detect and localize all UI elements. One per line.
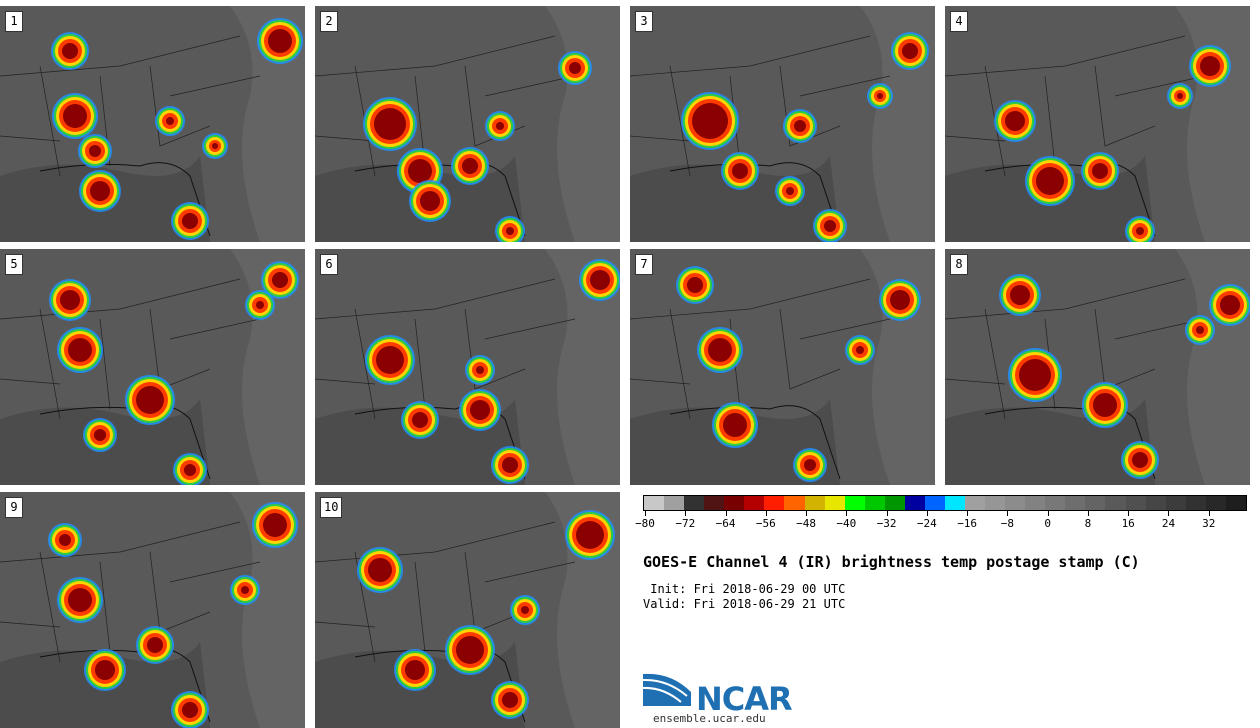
- panel-number-label: 4: [950, 11, 968, 32]
- panel-number-label: 5: [5, 254, 23, 275]
- colorbar-segment: [1085, 496, 1106, 510]
- colorbar-segment: [1105, 496, 1126, 510]
- colorbar-tick: [685, 511, 687, 516]
- colorbar-tick: [1168, 511, 1170, 516]
- ir-map: [0, 249, 305, 485]
- colorbar-segment: [724, 496, 745, 510]
- ncar-logo-icon: [643, 673, 691, 706]
- colorbar-segment: [1205, 496, 1226, 510]
- panel-number-label: 8: [950, 254, 968, 275]
- panel-number-label: 9: [5, 497, 23, 518]
- panel-number-label: 6: [320, 254, 338, 275]
- ir-map: [315, 6, 620, 242]
- colorbar-segment: [1125, 496, 1146, 510]
- colorbar-tick: [645, 511, 646, 516]
- panel-number-label: 2: [320, 11, 338, 32]
- colorbar-segment: [844, 496, 865, 510]
- colorbar-tick-label: 24: [1161, 517, 1176, 530]
- ir-map: [0, 6, 305, 242]
- colorbar-tick: [1087, 511, 1089, 516]
- colorbar-segment: [644, 496, 665, 510]
- colorbar-tick: [1047, 511, 1049, 516]
- colorbar-tick: [886, 511, 888, 516]
- colorbar-tick-label: −80: [635, 517, 655, 530]
- colorbar-segment: [1185, 496, 1206, 510]
- colorbar-tick-label: −24: [916, 517, 937, 530]
- colorbar-segment: [744, 496, 765, 510]
- panel-number-label: 10: [320, 497, 343, 518]
- ensemble-member-panel: 1: [0, 6, 305, 242]
- colorbar-ticks: −80 −72 −64 −56 −48 −40 −32 −24 −16 −8 0 8 16 24 32: [635, 511, 1247, 535]
- ir-map: [315, 249, 620, 485]
- colorbar-tick: [1007, 511, 1009, 516]
- colorbar-tick: [1128, 511, 1130, 516]
- ir-map: [945, 249, 1250, 485]
- colorbar-tick: [967, 511, 969, 516]
- colorbar: [643, 495, 1247, 511]
- ensemble-member-panel: 3: [630, 6, 935, 242]
- colorbar-tick: [1208, 511, 1210, 516]
- colorbar-segment: [1145, 496, 1166, 510]
- colorbar-segment: [864, 496, 885, 510]
- colorbar-segment: [924, 496, 945, 510]
- colorbar-tick: [806, 511, 808, 516]
- ir-map: [630, 6, 935, 242]
- colorbar-segment: [784, 496, 805, 510]
- ncar-url: ensemble.ucar.edu: [653, 712, 766, 725]
- ensemble-member-panel: 8: [945, 249, 1250, 485]
- colorbar-segment: [965, 496, 986, 510]
- colorbar-tick-label: −16: [957, 517, 978, 530]
- colorbar-segment: [1165, 496, 1186, 510]
- colorbar-tick-label: 16: [1121, 517, 1135, 530]
- ensemble-member-panel: 7: [630, 249, 935, 485]
- colorbar-segment: [944, 496, 965, 510]
- colorbar-segment: [1005, 496, 1026, 510]
- colorbar-tick: [926, 511, 928, 516]
- ensemble-member-panel: 6: [315, 249, 620, 485]
- colorbar-segment: [764, 496, 785, 510]
- ir-map: [630, 249, 935, 485]
- colorbar-tick-label: −56: [755, 517, 776, 530]
- colorbar-segment: [1045, 496, 1066, 510]
- colorbar-segment: [884, 496, 905, 510]
- colorbar-segment: [664, 496, 685, 510]
- colorbar-tick-label: 0: [1044, 517, 1051, 530]
- colorbar-tick: [846, 511, 848, 516]
- colorbar-tick-label: −72: [675, 517, 696, 530]
- colorbar-tick-label: 8: [1084, 517, 1092, 530]
- colorbar-segment: [684, 496, 705, 510]
- colorbar-tick-label: −64: [715, 517, 736, 530]
- colorbar-tick-label: −8: [1000, 517, 1015, 530]
- ensemble-member-panel: 2: [315, 6, 620, 242]
- colorbar-segment: [1225, 496, 1246, 510]
- colorbar-segment: [804, 496, 825, 510]
- ensemble-member-panel: 4: [945, 6, 1250, 242]
- ensemble-member-panel: 9: [0, 492, 305, 728]
- colorbar-tick-label: −32: [876, 517, 897, 530]
- panel-number-label: 1: [5, 11, 23, 32]
- ir-map: [315, 492, 620, 728]
- colorbar-segment: [824, 496, 845, 510]
- colorbar-segment: [1025, 496, 1046, 510]
- colorbar-segment: [704, 496, 725, 510]
- ir-map: [0, 492, 305, 728]
- colorbar-segment: [904, 496, 925, 510]
- valid-time: Valid: Fri 2018-06-29 21 UTC: [643, 597, 846, 611]
- ensemble-member-panel: 5: [0, 249, 305, 485]
- colorbar-tick-label: −48: [796, 517, 816, 530]
- panel-number-label: 3: [635, 11, 653, 32]
- colorbar-segment: [1065, 496, 1086, 510]
- init-time: Init: Fri 2018-06-29 00 UTC: [643, 582, 846, 596]
- panel-number-label: 7: [635, 254, 653, 275]
- ir-map: [945, 6, 1250, 242]
- colorbar-tick-label: −40: [836, 517, 857, 530]
- colorbar-segment: [985, 496, 1006, 510]
- colorbar-tick: [725, 511, 727, 516]
- colorbar-tick: [765, 511, 767, 516]
- ncar-logo-text: NCAR: [696, 680, 793, 718]
- ensemble-member-panel: 10: [315, 492, 620, 728]
- figure-title: GOES-E Channel 4 (IR) brightness temp po…: [643, 553, 1140, 571]
- colorbar-tick-label: 32: [1202, 517, 1216, 530]
